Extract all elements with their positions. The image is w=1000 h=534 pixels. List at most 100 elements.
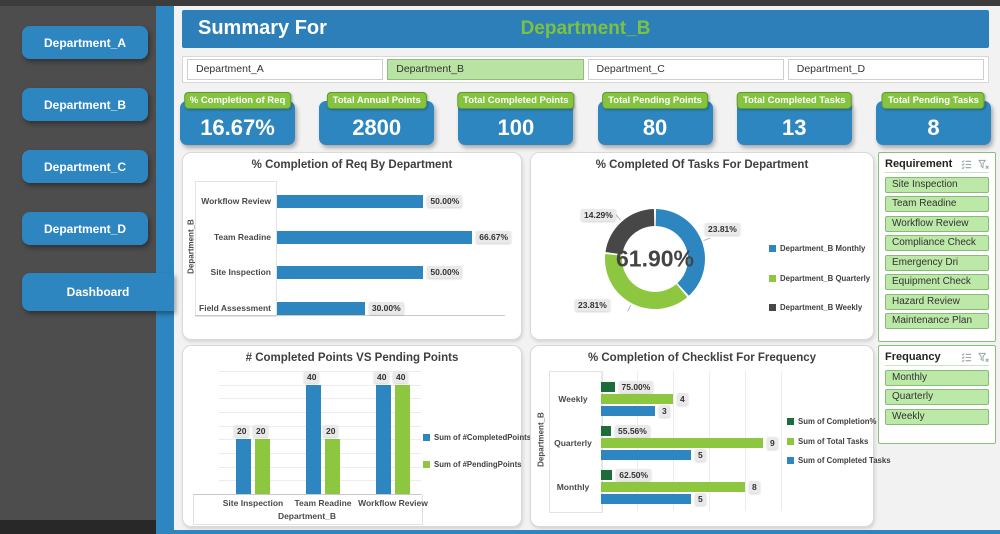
department-slicer: Department_A Department_B Department_C Depa…	[182, 56, 989, 83]
hbar-weekly-s1[interactable]	[601, 394, 673, 404]
gridline	[781, 371, 782, 511]
kpi-label: Total Pending Tasks	[881, 92, 985, 109]
category-label: Workflow Review	[201, 196, 271, 206]
hbar-weekly-s0[interactable]	[601, 382, 615, 392]
multi-select-icon[interactable]	[961, 159, 972, 170]
clear-filter-icon[interactable]	[978, 159, 989, 170]
department-slicer-option-department_c[interactable]: Department_C	[587, 59, 784, 80]
donut-chart	[605, 209, 711, 312]
kpi-label: Total Annual Points	[326, 92, 427, 109]
selected-department-title: Department_B	[520, 18, 651, 39]
requirement-slicer: Requirement Site Inspection Team Readine W…	[878, 152, 996, 342]
bar-site-inspection[interactable]	[277, 266, 424, 279]
legend-label: Sum of #CompletedPoints	[434, 433, 532, 442]
slicer-item-emergency-dri[interactable]: Emergency Dri	[885, 254, 989, 271]
hbar-quarterly-s1[interactable]	[601, 438, 763, 448]
legend-marker	[787, 457, 794, 464]
sidebar-item-dashboard[interactable]: Dashboard	[22, 273, 174, 311]
department-slicer-option-department_a[interactable]: Department_A	[187, 59, 384, 80]
slicer-item-workflow-review[interactable]: Workflow Review	[885, 215, 989, 232]
slicer-item-monthly[interactable]: Monthly	[885, 369, 989, 386]
column-site-inspection-s0[interactable]	[236, 439, 251, 494]
kpi-card: Total Pending Points 80	[597, 92, 713, 147]
gridline	[219, 371, 421, 372]
slicer-item-quarterly[interactable]: Quarterly	[885, 389, 989, 405]
value-label: 9	[767, 437, 778, 449]
hbar-quarterly-s2[interactable]	[601, 450, 691, 460]
column-team-readine-s1[interactable]	[325, 439, 340, 494]
bar-team-readine[interactable]	[277, 231, 473, 244]
value-label: 50.00%	[427, 195, 463, 207]
clear-filter-icon[interactable]	[978, 352, 989, 363]
legend-item: Department_B Monthly	[769, 244, 865, 253]
donut-slice-department_b-weekly[interactable]	[605, 209, 655, 255]
department-slicer-option-department_d[interactable]: Department_D	[787, 59, 984, 80]
legend-label: Department_B Quarterly	[780, 274, 871, 283]
legend-item: Sum of Completed Tasks	[787, 456, 891, 465]
hbar-monthly-s1[interactable]	[601, 482, 745, 492]
hbar-monthly-s2[interactable]	[601, 494, 691, 504]
hbar-quarterly-s0[interactable]	[601, 426, 611, 436]
slicer-item-equipment-check[interactable]: Equipment Check	[885, 274, 989, 290]
slicer-item-weekly[interactable]: Weekly	[885, 408, 989, 425]
kpi-label: Total Pending Points	[602, 92, 708, 109]
accent-strip	[156, 6, 174, 534]
column-team-readine-s0[interactable]	[306, 384, 321, 494]
value-label: 4	[677, 393, 688, 405]
value-label: 75.00%	[618, 381, 654, 393]
hbar-monthly-s0[interactable]	[601, 470, 613, 480]
requirement-slicer-title: Requirement	[885, 158, 953, 170]
bar-field-assessment[interactable]	[277, 302, 365, 315]
category-label: Weekly	[558, 394, 588, 404]
category-label: Site Inspection	[210, 267, 271, 277]
slicer-item-maintenance-plan[interactable]: Maintenance Plan	[885, 313, 989, 329]
sidebar-item-department_d[interactable]: Department_D	[22, 212, 148, 245]
y-axis-label: Department_B	[536, 412, 546, 467]
value-label: 8	[749, 481, 760, 493]
x-axis-line	[195, 315, 505, 316]
chart-completed-vs-pending-points: # Completed Points VS Pending Points Dep…	[182, 345, 531, 527]
sidebar-item-department_a[interactable]: Department_A	[22, 26, 148, 59]
frequency-slicer-title: Frequancy	[885, 351, 941, 363]
slicer-item-hazard-review[interactable]: Hazard Review	[885, 293, 989, 310]
column-site-inspection-s1[interactable]	[255, 439, 270, 494]
multi-select-icon[interactable]	[961, 352, 972, 363]
top-border	[0, 0, 1000, 6]
kpi-card: Total Annual Points 2800	[319, 92, 435, 147]
y-axis-box	[549, 371, 603, 513]
slice-percentage-label: 23.81%	[705, 223, 740, 235]
chart-title: % Completed Of Tasks For Department	[595, 159, 809, 171]
legend-item: Sum of Completion%	[787, 417, 876, 426]
donut-center-value: 61.90%	[615, 245, 695, 272]
donut-slice-department_b-quarterly[interactable]	[605, 254, 688, 309]
bottom-border	[174, 530, 1000, 534]
kpi-card: Total Pending Tasks 8	[875, 92, 991, 147]
kpi-label: % Completion of Req	[183, 92, 292, 109]
legend-item: Sum of Total Tasks	[787, 437, 868, 446]
legend-label: Sum of Completion%	[798, 417, 877, 426]
value-label: 3	[659, 405, 670, 417]
column-workflow-review-s1[interactable]	[395, 384, 410, 494]
frequency-slicer: Frequancy Monthly Quarterly Weekly	[878, 345, 996, 444]
chart-checklist-completion-by-frequency: % Completion of Checklist For Frequency …	[530, 345, 891, 527]
label-leader-line	[627, 304, 632, 312]
chart-title: % Completion of Checklist For Frequency	[587, 352, 817, 364]
legend-marker	[423, 461, 430, 468]
slicer-item-site-inspection[interactable]: Site Inspection	[885, 176, 989, 193]
bar-workflow-review[interactable]	[277, 195, 424, 208]
requirement-slicer-items: Site Inspection Team Readine Workflow Revi…	[885, 176, 989, 329]
sidebar-item-department_c[interactable]: Department_C	[22, 150, 148, 183]
donut-slice-department_b-monthly[interactable]	[655, 209, 705, 296]
legend-label: Sum of Completed Tasks	[798, 456, 891, 465]
legend-label: Department_B Weekly	[780, 303, 863, 312]
sidebar-item-department_b[interactable]: Department_B	[22, 88, 148, 121]
department-slicer-option-department_b[interactable]: Department_B	[387, 59, 584, 80]
hbar-weekly-s2[interactable]	[601, 406, 655, 416]
column-workflow-review-s0[interactable]	[376, 384, 391, 494]
slicer-item-compliance-check[interactable]: Compliance Check	[885, 235, 989, 251]
slicer-item-team-readine[interactable]: Team Readine	[885, 196, 989, 212]
kpi-value: 80	[642, 115, 668, 140]
label-leader-line	[615, 214, 621, 221]
y-axis-label: Department_B	[186, 219, 196, 274]
chart-completed-tasks-donut: % Completed Of Tasks For Department 61.9…	[530, 152, 874, 340]
